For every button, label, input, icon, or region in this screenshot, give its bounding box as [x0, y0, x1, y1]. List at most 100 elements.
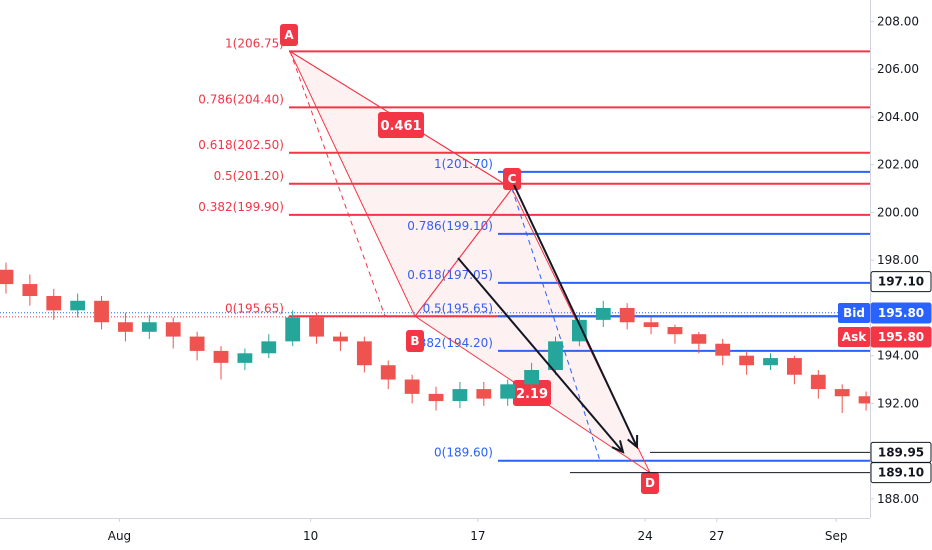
price-tag-side-label: Bid: [843, 306, 865, 320]
candle-body: [858, 396, 874, 404]
candle-body: [763, 358, 778, 366]
ratio-badge-ac[interactable]: [378, 112, 424, 138]
price-tag-box: [870, 302, 932, 324]
price-tag-label: 195.80: [878, 330, 924, 344]
price-tag: 197.10: [870, 271, 932, 293]
candle-body: [22, 284, 38, 296]
price-tag: 189.95: [870, 441, 932, 463]
projection-arrow[interactable]: [457, 257, 624, 453]
projection-arrows[interactable]: [457, 184, 639, 454]
candle-body: [476, 389, 492, 399]
candle-body: [261, 341, 277, 354]
candle-body: [380, 365, 396, 380]
candle-body: [643, 322, 659, 328]
price-tag-label: 189.10: [878, 466, 924, 480]
fib-level-label: 0.786(199.10): [407, 219, 493, 233]
candle-body: [691, 334, 707, 344]
candle-body: [524, 370, 540, 385]
x-tick-label: 27: [709, 529, 724, 543]
candle-body: [452, 389, 468, 402]
arrow-head: [611, 440, 625, 454]
pattern-dashed-a-b: [289, 51, 386, 317]
x-tick-label: Sep: [825, 529, 848, 543]
candle-body: [189, 336, 205, 351]
price-tag-box: [870, 271, 932, 293]
fib-level-label: 1(206.75): [225, 36, 284, 50]
y-tick-label: 194.00: [877, 349, 919, 363]
candle-body: [309, 317, 324, 337]
y-tick-label: 198.00: [877, 253, 919, 267]
projection-arrow[interactable]: [513, 184, 638, 448]
candle-body: [333, 336, 348, 342]
ratio-label-bd: 2.19: [516, 387, 548, 402]
fib-level-label: 0.5(201.20): [214, 169, 284, 183]
y-tick-label: 188.00: [877, 492, 919, 506]
price-tag-label: 197.10: [878, 275, 924, 289]
candle-body: [500, 384, 516, 399]
candle-body: [285, 317, 301, 342]
candle-body: [237, 353, 253, 363]
price-tag: 189.10: [870, 462, 932, 484]
fib-level-label: 0(195.65): [225, 301, 284, 315]
candle-body: [118, 322, 133, 332]
fib-level-label: 0.618(202.50): [198, 138, 284, 152]
candle-body: [0, 269, 14, 285]
fib-level-label: 0.5(195.65): [423, 301, 493, 315]
candle-body: [428, 393, 444, 402]
y-tick-label: 208.00: [877, 14, 919, 28]
x-tick-label: 17: [470, 529, 485, 543]
y-tick-label: 204.00: [877, 110, 919, 124]
arrow-head: [627, 434, 639, 450]
x-tick-label: 10: [303, 529, 318, 543]
y-tick-label: 200.00: [877, 205, 919, 219]
fib-level-label: 0.618(197.05): [407, 268, 493, 282]
pattern-point-label: C: [508, 172, 517, 186]
price-tag-label: 189.95: [878, 445, 924, 459]
pattern-point-label: A: [284, 28, 294, 42]
price-tag-box: [870, 462, 932, 484]
candle-body: [619, 307, 635, 323]
x-tick-label: Aug: [108, 529, 131, 543]
y-tick-label: 202.00: [877, 158, 919, 172]
fib-level-label: 0.382(194.20): [407, 336, 493, 350]
pattern-point-label: B: [410, 334, 419, 348]
price-tag-side-box: [838, 303, 870, 323]
price-tag: 195.80 Ask: [838, 326, 932, 348]
candle-body: [356, 341, 372, 366]
candle-body: [46, 296, 62, 311]
candle-body: [595, 307, 611, 320]
fib-retracement-ab[interactable]: 1(206.75) 0.786(204.40) 0.618(202.50) 0.5(2…: [198, 36, 870, 318]
pattern-point-badge[interactable]: [406, 330, 424, 352]
candle-body: [404, 379, 420, 394]
price-tag-side-box: [838, 327, 870, 347]
candle-body: [739, 355, 755, 366]
price-tag-box: [870, 326, 932, 348]
candle-body: [715, 343, 731, 356]
pattern-point-badge[interactable]: [641, 472, 659, 494]
pattern-point-badge[interactable]: [280, 24, 298, 46]
y-tick-label: 192.00: [877, 396, 919, 410]
candle-body: [667, 327, 683, 335]
pattern-point-badge[interactable]: [503, 168, 521, 190]
fib-level-label: 0.786(204.40): [198, 92, 284, 106]
ratio-badge-bd[interactable]: [513, 380, 551, 406]
price-tag: 195.80 Bid: [838, 302, 932, 324]
candle-body: [548, 341, 563, 370]
candle-body: [810, 374, 826, 390]
candle-body: [94, 300, 109, 323]
price-tags: 197.10 195.80 Bid 195.80 Ask 189.95 189.10: [838, 271, 932, 484]
candle-body: [70, 300, 86, 311]
pattern-dashed-c-d: [511, 188, 601, 461]
ratio-label-ac: 0.461: [380, 119, 421, 134]
harmonic-pattern[interactable]: 0.461 2.19 A B C D: [280, 24, 659, 494]
candle-body: [786, 358, 802, 375]
horizontal-lines[interactable]: [570, 451, 870, 474]
candle-body: [165, 322, 181, 337]
price-tag-side-label: Ask: [842, 330, 867, 344]
fib-level-label: 0(189.60): [434, 446, 493, 460]
candle-body: [213, 350, 229, 363]
candle-body: [834, 389, 850, 397]
candle-body: [141, 322, 157, 332]
y-tick-label: 206.00: [877, 62, 919, 76]
